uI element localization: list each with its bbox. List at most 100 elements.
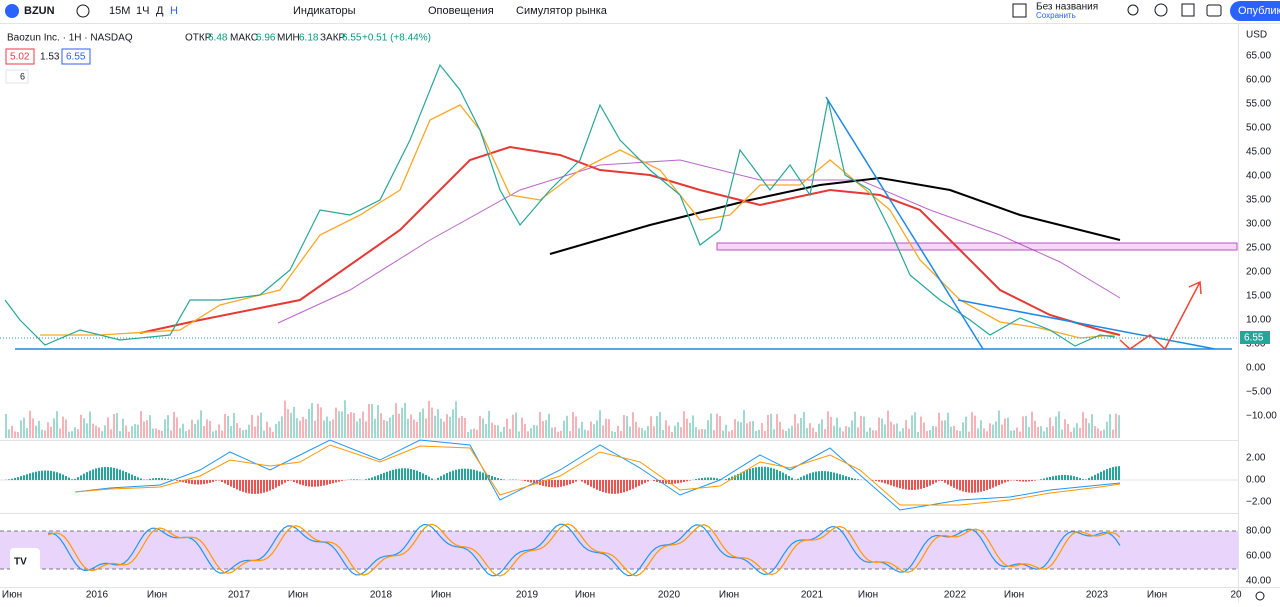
macd-hist — [923, 480, 925, 488]
macd-hist — [482, 473, 484, 480]
macd-hist — [290, 480, 292, 481]
time-label: Июн — [288, 590, 308, 601]
volume-bar — [749, 422, 751, 438]
macd-hist — [122, 471, 124, 480]
macd-label: 2.00 — [1246, 453, 1266, 464]
macd-hist — [554, 480, 556, 487]
volume-bar — [287, 409, 289, 438]
volume-bar — [26, 428, 28, 438]
macd-hist — [398, 469, 400, 480]
price-label: 40.00 — [1246, 171, 1271, 182]
macd-hist — [155, 478, 157, 480]
macd-hist — [983, 480, 985, 491]
volume-bar — [566, 416, 568, 438]
volume-bar — [449, 417, 451, 438]
indicators-button[interactable]: Индикаторы — [293, 5, 356, 17]
macd-hist — [314, 480, 316, 487]
interval-button[interactable]: 15M — [109, 5, 130, 17]
symbol-icon[interactable] — [5, 4, 19, 18]
price-label: 15.00 — [1246, 291, 1271, 302]
replay-button[interactable]: Симулятор рынка — [516, 5, 608, 17]
macd-hist — [236, 480, 238, 489]
volume-bar — [1004, 418, 1006, 438]
macd-hist — [641, 480, 643, 484]
interval-button[interactable]: Д — [156, 5, 164, 17]
volume-bar — [644, 430, 646, 438]
macd-hist — [680, 480, 682, 483]
volume-bar — [1019, 432, 1021, 438]
volume-bar — [869, 428, 871, 438]
volume-bar — [581, 422, 583, 438]
volume-bar — [983, 428, 985, 438]
macd-hist — [854, 479, 856, 480]
volume-bar — [956, 430, 958, 438]
volume-bar — [722, 431, 724, 438]
volume-bar — [617, 426, 619, 438]
macd-hist — [758, 467, 760, 480]
macd-hist — [32, 472, 34, 480]
volume-bar — [764, 431, 766, 438]
publish-label[interactable]: Опубликовать — [1238, 5, 1280, 17]
volume-bar — [149, 415, 151, 438]
volume-bar — [452, 409, 454, 438]
interval-button[interactable]: Н — [170, 5, 178, 17]
macd-hist — [158, 478, 160, 480]
macd-hist — [266, 480, 268, 492]
volume-bar — [47, 422, 49, 438]
volume-bar — [224, 414, 226, 438]
volume-bar — [794, 414, 796, 438]
volume-bar — [800, 418, 802, 438]
macd-hist — [134, 476, 136, 480]
ask[interactable]: 6.55 — [66, 52, 86, 63]
macd-hist — [833, 473, 835, 480]
macd-hist — [332, 480, 334, 483]
volume-bar — [788, 428, 790, 438]
macd-hist — [599, 480, 601, 491]
volume-bar — [131, 426, 133, 438]
volume-bar — [353, 413, 355, 438]
volume-bar — [1007, 418, 1009, 438]
volume-bar — [161, 431, 163, 438]
volume-bar — [296, 418, 298, 438]
volume-bar — [182, 424, 184, 438]
macd-hist — [335, 480, 337, 482]
volume-bar — [518, 432, 520, 438]
volume-bar — [464, 418, 466, 438]
volume-bar — [122, 419, 124, 438]
volume-bar — [377, 405, 379, 438]
macd-hist — [527, 480, 529, 482]
volume-bar — [17, 432, 19, 438]
macd-hist — [929, 480, 931, 486]
last-price: 6.55 — [1244, 333, 1264, 344]
volume-bar — [140, 411, 142, 438]
volume-bar — [269, 427, 271, 438]
bid[interactable]: 5.02 — [10, 52, 30, 63]
volume-bar — [323, 420, 325, 438]
alerts-button[interactable]: Оповещения — [428, 5, 494, 17]
time-label: Июн — [719, 590, 739, 601]
symbol[interactable]: BZUN — [24, 5, 55, 17]
volume-bar — [20, 420, 22, 438]
macd-hist — [587, 480, 589, 485]
volume-bar — [365, 421, 367, 438]
volume-bar — [461, 416, 463, 438]
macd-hist — [365, 479, 367, 480]
volume-bar — [851, 420, 853, 438]
time-label: 2020 — [658, 590, 681, 601]
volume-bar — [650, 416, 652, 438]
indicators-count[interactable]: 6 — [20, 71, 25, 81]
volume-bar — [458, 418, 460, 438]
volume-bar — [191, 420, 193, 438]
volume-bar — [887, 410, 889, 438]
macd-hist — [1043, 478, 1045, 480]
macd-hist — [239, 480, 241, 491]
axis-settings[interactable] — [1256, 592, 1264, 600]
macd-hist — [818, 471, 820, 480]
volume-bar — [1070, 432, 1072, 438]
interval-button[interactable]: 1Ч — [136, 5, 149, 17]
macd-hist — [1028, 480, 1030, 481]
volume-bar — [803, 412, 805, 438]
macd-hist — [116, 469, 118, 480]
volume-bar — [830, 417, 832, 438]
macd-hist — [1118, 466, 1120, 480]
